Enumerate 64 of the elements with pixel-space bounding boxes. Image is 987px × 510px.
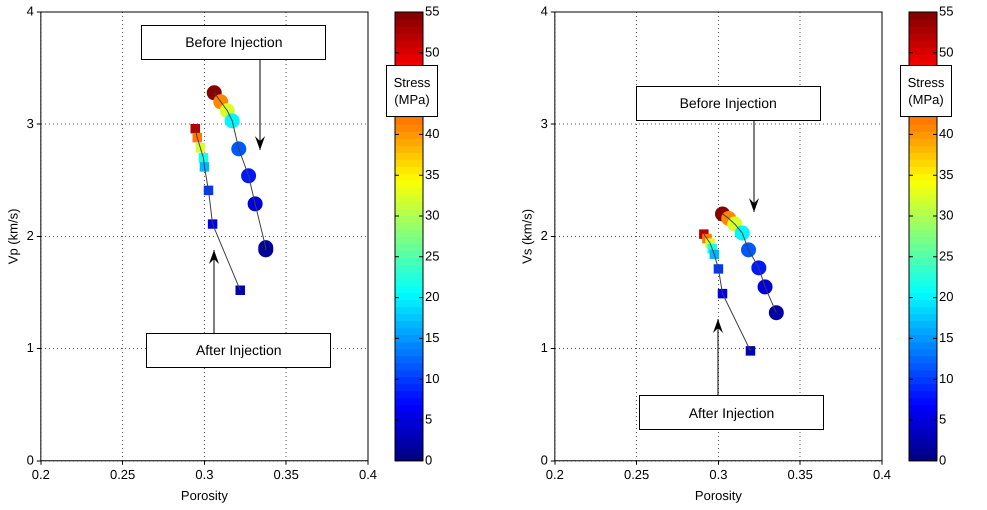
color-bar-label: 50 xyxy=(425,44,440,60)
color-bar-label: 5 xyxy=(939,412,946,427)
color-bar-label: 50 xyxy=(939,44,954,60)
point xyxy=(236,286,245,295)
color-bar-label: 40 xyxy=(425,126,440,141)
color-bar-label: 20 xyxy=(939,289,954,304)
x-tick-label: 0.35 xyxy=(274,467,299,482)
point xyxy=(741,242,756,258)
color-bar-label: 10 xyxy=(425,370,440,386)
y-tick-label: 4 xyxy=(540,4,548,19)
point xyxy=(224,113,240,128)
point xyxy=(190,124,200,134)
color-bar-label: 10 xyxy=(939,370,954,386)
y-tick-label: 1 xyxy=(540,340,548,356)
y-axis-title: Vp (km/s) xyxy=(5,208,20,264)
point xyxy=(248,196,263,212)
text-box: After Injection xyxy=(639,395,824,430)
color-bar-label: 0 xyxy=(939,452,946,468)
point xyxy=(751,260,766,276)
x-axis-title: Porosity xyxy=(180,488,228,503)
color-bar-label: 55 xyxy=(425,4,440,19)
x-tick-label: 0.2 xyxy=(546,467,564,482)
text-box: Before Injection xyxy=(636,86,821,121)
x-tick-label: 0.25 xyxy=(624,467,650,482)
y-tick-label: 1 xyxy=(26,340,34,356)
x-axis-title: Porosity xyxy=(694,488,742,503)
y-tick-label: 2 xyxy=(540,228,548,243)
x-tick-label: 0.4 xyxy=(872,467,892,482)
color-bar-label: 5 xyxy=(425,412,432,427)
x-tick-label: 0.3 xyxy=(709,467,728,482)
color-bar-label: 25 xyxy=(939,248,954,264)
x-tick-label: 0.25 xyxy=(110,467,136,482)
color-bar-label: 35 xyxy=(939,166,954,182)
color-bar-label: 15 xyxy=(425,330,440,345)
point xyxy=(758,279,773,294)
color-bar-label: 40 xyxy=(939,126,954,141)
y-tick-label: 0 xyxy=(540,452,548,468)
color-bar-label: 35 xyxy=(425,166,440,182)
point xyxy=(734,226,750,241)
point xyxy=(768,305,784,320)
color-bar-label: 30 xyxy=(425,208,440,223)
x-tick-label: 0.35 xyxy=(788,467,813,482)
color-bar-label: 30 xyxy=(939,208,954,223)
text-box: Before Injection xyxy=(141,24,326,60)
color-bar-label: 55 xyxy=(939,4,954,19)
y-tick-label: 0 xyxy=(26,452,34,468)
y-tick-label: 3 xyxy=(540,116,548,131)
y-tick-label: 3 xyxy=(26,116,34,131)
label-box: Stress (MPa) xyxy=(900,65,952,117)
text-box: After Injection xyxy=(146,332,332,368)
color-bar-label: 20 xyxy=(425,289,440,304)
color-bar-label: 0 xyxy=(425,452,432,468)
point xyxy=(241,168,256,184)
x-tick-label: 0.3 xyxy=(195,467,214,482)
color-bar-label: 25 xyxy=(425,248,440,264)
color-bar-label: 15 xyxy=(939,330,954,345)
y-axis-title: Vs (km/s) xyxy=(519,208,534,264)
x-tick-label: 0.4 xyxy=(358,467,378,482)
y-tick-label: 4 xyxy=(26,4,34,19)
point xyxy=(746,346,756,356)
point xyxy=(231,141,246,156)
y-tick-label: 2 xyxy=(26,228,34,243)
label-box: Stress (MPa) xyxy=(386,65,438,117)
x-tick-label: 0.2 xyxy=(32,467,50,482)
